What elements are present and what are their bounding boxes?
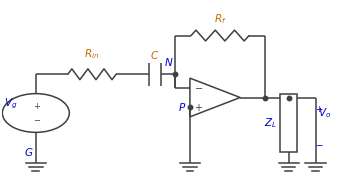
Text: $G$: $G$ bbox=[24, 146, 34, 158]
Polygon shape bbox=[190, 78, 240, 117]
Text: $+$: $+$ bbox=[194, 102, 203, 113]
Text: $Z_L$: $Z_L$ bbox=[264, 116, 277, 129]
Text: $-$: $-$ bbox=[33, 114, 42, 123]
Text: $P$: $P$ bbox=[178, 101, 187, 113]
Text: $-$: $-$ bbox=[194, 82, 203, 92]
Text: $+$: $+$ bbox=[33, 101, 42, 111]
Text: $C$: $C$ bbox=[150, 49, 159, 61]
Text: $R_{in}$: $R_{in}$ bbox=[84, 47, 100, 61]
Text: $+$: $+$ bbox=[315, 104, 324, 114]
Text: $-$: $-$ bbox=[315, 139, 324, 148]
Text: $V_o$: $V_o$ bbox=[318, 106, 332, 120]
Bar bbox=[280, 94, 297, 152]
Text: $V_g$: $V_g$ bbox=[4, 96, 17, 111]
Text: $R_f$: $R_f$ bbox=[214, 12, 226, 26]
Text: $N$: $N$ bbox=[164, 57, 173, 68]
